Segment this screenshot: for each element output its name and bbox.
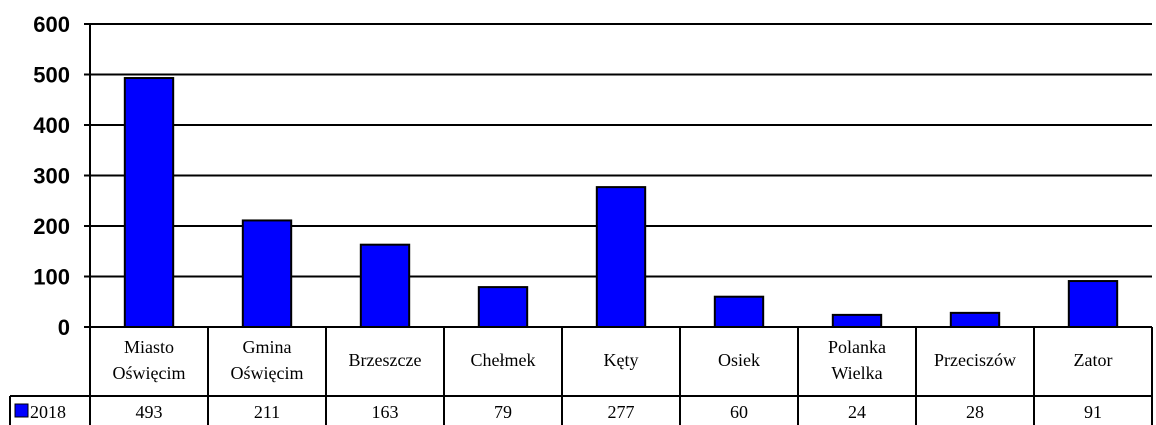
- category-label: Polanka Wielka: [828, 337, 886, 383]
- data-label: 60: [730, 402, 748, 422]
- category-label: Osiek: [718, 350, 760, 370]
- data-label: 211: [254, 402, 280, 422]
- bar: [477, 286, 529, 329]
- legend-swatch: [14, 403, 29, 418]
- bar: [123, 77, 175, 328]
- y-tick-label: 300: [33, 164, 70, 189]
- bar: [713, 295, 765, 329]
- y-axis: 0 100 200 300 400 500 600: [33, 12, 91, 340]
- y-tick-label: 100: [33, 265, 70, 290]
- category-label: Chełmek: [471, 350, 536, 370]
- y-tick-label: 600: [33, 12, 70, 37]
- category-label: Przeciszów: [934, 350, 1016, 370]
- data-label: 277: [608, 402, 635, 422]
- bar: [949, 311, 1001, 328]
- data-label: 91: [1084, 402, 1102, 422]
- y-tick-label: 500: [33, 63, 70, 88]
- bar: [595, 186, 647, 328]
- data-label: 24: [848, 402, 866, 422]
- y-tick-label: 200: [33, 214, 70, 239]
- category-label: Brzeszcze: [349, 350, 422, 370]
- bar: [359, 243, 411, 328]
- category-label: Gmina Oświęcim: [231, 337, 304, 383]
- legend-label: 2018: [30, 402, 66, 422]
- category-label: Zator: [1074, 350, 1113, 370]
- bar: [241, 219, 293, 329]
- y-tick-label: 400: [33, 113, 70, 138]
- bar: [1067, 280, 1119, 329]
- category-label: Kęty: [604, 350, 639, 370]
- data-label: 79: [494, 402, 512, 422]
- category-label: Miasto Oświęcim: [113, 337, 186, 383]
- bars: [123, 77, 1119, 329]
- y-tick-label: 0: [58, 315, 70, 340]
- data-label: 493: [136, 402, 163, 422]
- data-label: 163: [372, 402, 399, 422]
- data-label: 28: [966, 402, 984, 422]
- bar: [831, 313, 883, 329]
- data-table: Miasto Oświęcim Gmina Oświęcim Brzeszcze Cheł…: [9, 326, 1153, 425]
